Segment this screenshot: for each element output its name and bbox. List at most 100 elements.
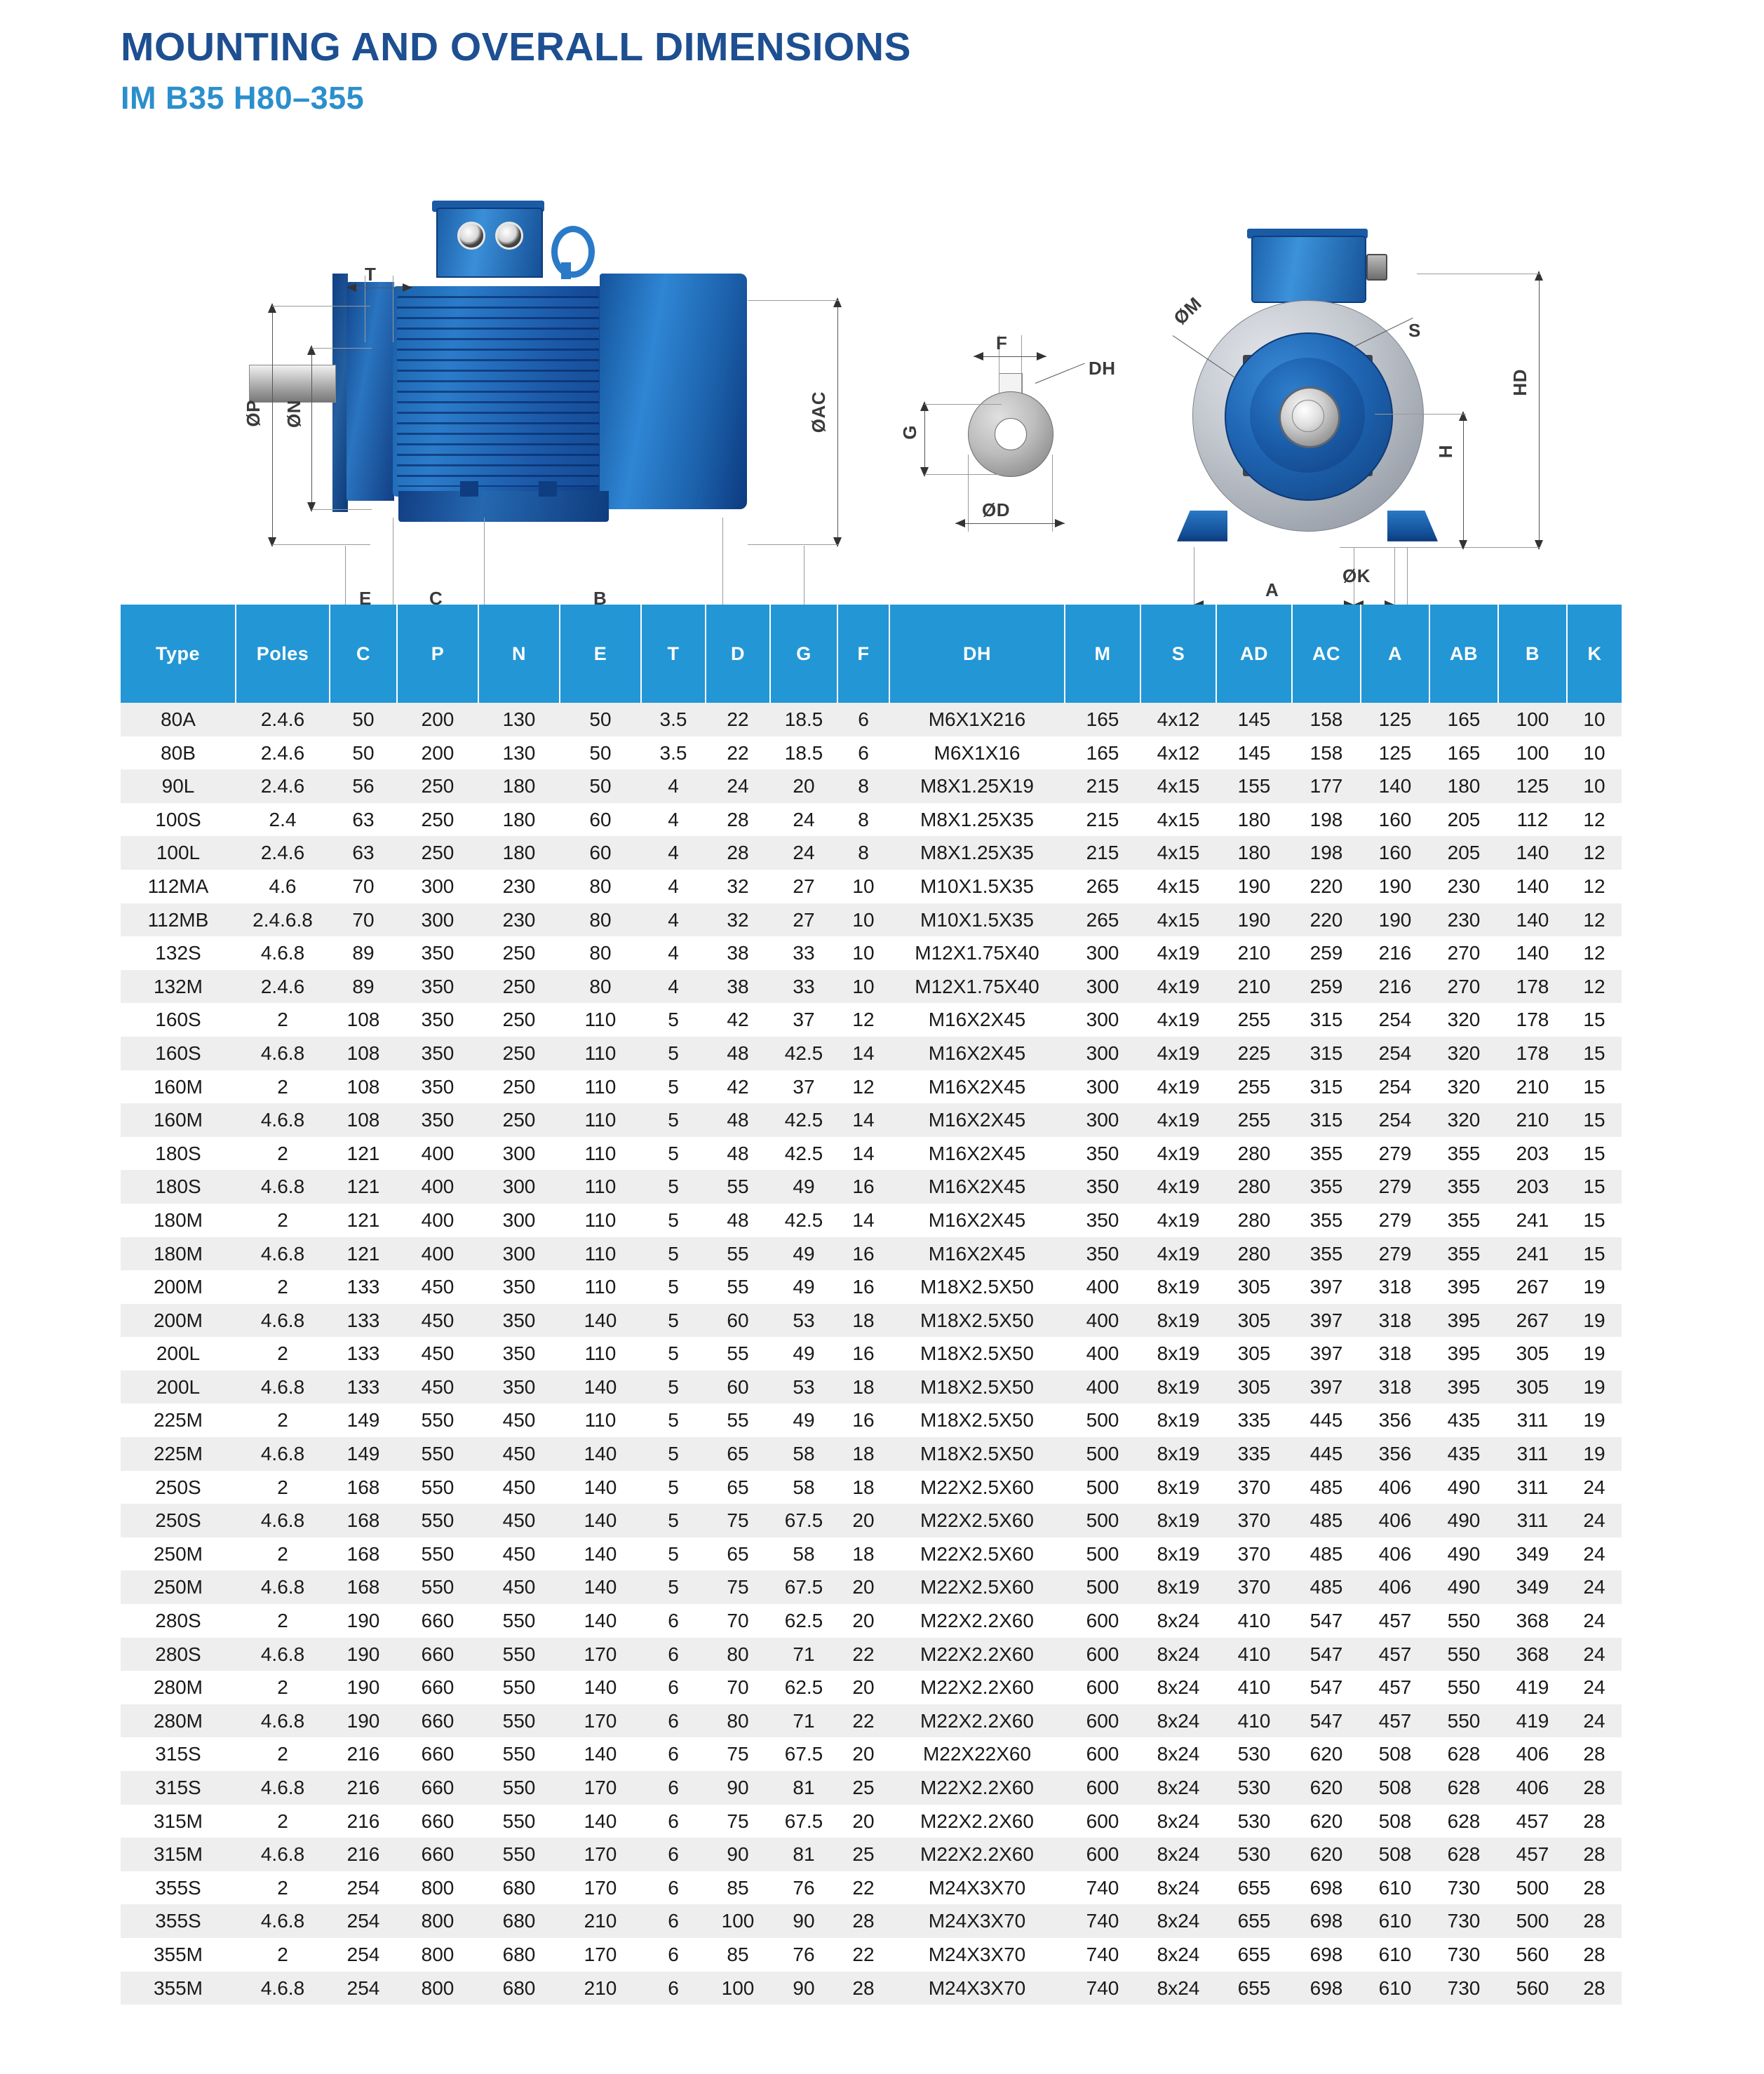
column-header-dh[interactable]: DH bbox=[889, 605, 1065, 703]
cell-a: 279 bbox=[1361, 1136, 1429, 1171]
cell-poles: 2.4.6 bbox=[236, 969, 330, 1004]
column-header-p[interactable]: P bbox=[397, 605, 479, 703]
motor-body bbox=[393, 285, 603, 497]
cell-type: 315S bbox=[121, 1771, 236, 1805]
cell-dh: M16X2X45 bbox=[889, 1203, 1065, 1237]
column-header-t[interactable]: T bbox=[641, 605, 706, 703]
cell-t: 5 bbox=[641, 1003, 706, 1037]
column-header-d[interactable]: D bbox=[706, 605, 771, 703]
cell-ad: 335 bbox=[1216, 1437, 1292, 1471]
column-header-g[interactable]: G bbox=[770, 605, 838, 703]
ext-line bbox=[345, 545, 346, 624]
cell-g: 37 bbox=[770, 1070, 837, 1104]
cell-t: 5 bbox=[641, 1136, 706, 1171]
ext-line bbox=[924, 403, 1002, 405]
column-header-n[interactable]: N bbox=[478, 605, 560, 703]
cell-c: 190 bbox=[330, 1671, 397, 1704]
cell-poles: 4.6.8 bbox=[236, 1838, 330, 1871]
cell-poles: 2 bbox=[236, 1470, 330, 1504]
cell-e: 110 bbox=[560, 1036, 641, 1070]
arrow-icon bbox=[307, 344, 316, 355]
dim-label-h: H bbox=[1435, 444, 1456, 459]
cell-ad: 370 bbox=[1216, 1470, 1292, 1504]
cell-c: 254 bbox=[330, 1904, 397, 1938]
cell-m: 740 bbox=[1065, 1971, 1140, 2005]
cell-g: 49 bbox=[770, 1337, 837, 1371]
cell-a: 610 bbox=[1361, 1971, 1429, 2005]
cell-a: 160 bbox=[1361, 836, 1429, 870]
cell-ab: 550 bbox=[1429, 1671, 1498, 1704]
cell-ad: 190 bbox=[1216, 869, 1292, 903]
cell-poles: 2 bbox=[236, 1136, 330, 1171]
cell-p: 350 bbox=[397, 969, 478, 1004]
cell-n: 680 bbox=[478, 1971, 560, 2005]
column-header-type[interactable]: Type bbox=[121, 605, 236, 703]
cell-poles: 2 bbox=[236, 1270, 330, 1304]
cell-g: 18.5 bbox=[770, 703, 837, 736]
cell-e: 140 bbox=[560, 1737, 641, 1771]
cell-a: 254 bbox=[1361, 1003, 1429, 1037]
cell-g: 27 bbox=[770, 869, 837, 903]
cell-m: 300 bbox=[1065, 1103, 1140, 1137]
cell-k: 24 bbox=[1567, 1470, 1622, 1504]
cell-type: 225M bbox=[121, 1403, 236, 1438]
cell-ab: 550 bbox=[1429, 1704, 1498, 1738]
cell-type: 280M bbox=[121, 1704, 236, 1738]
cell-t: 6 bbox=[641, 1871, 706, 1905]
column-header-e[interactable]: E bbox=[560, 605, 642, 703]
cell-type: 112MB bbox=[121, 903, 236, 937]
cable-gland-icon bbox=[457, 221, 485, 250]
cell-t: 6 bbox=[641, 1838, 706, 1871]
cell-type: 355S bbox=[121, 1871, 236, 1905]
dimensions-table-wrapper: Type Poles C P N E T D G F DH M S AD AC A AB B K 80A 2.4.6 5… bbox=[121, 605, 1622, 2005]
cell-poles: 4.6.8 bbox=[236, 1570, 330, 1605]
cell-s: 4x19 bbox=[1140, 936, 1216, 970]
cell-poles: 4.6 bbox=[236, 869, 330, 903]
cell-t: 5 bbox=[641, 1103, 706, 1137]
column-header-ac[interactable]: AC bbox=[1292, 605, 1361, 703]
cell-n: 550 bbox=[478, 1771, 560, 1805]
column-header-a[interactable]: A bbox=[1361, 605, 1430, 703]
column-header-b[interactable]: B bbox=[1498, 605, 1568, 703]
arrow-icon bbox=[1037, 351, 1046, 361]
cell-m: 215 bbox=[1065, 802, 1140, 837]
column-header-ad[interactable]: AD bbox=[1216, 605, 1293, 703]
cell-type: 280S bbox=[121, 1604, 236, 1638]
cell-n: 450 bbox=[478, 1437, 560, 1471]
cell-m: 215 bbox=[1065, 769, 1140, 803]
column-header-f[interactable]: F bbox=[837, 605, 890, 703]
cell-ac: 547 bbox=[1292, 1604, 1361, 1638]
cell-ab: 230 bbox=[1429, 869, 1498, 903]
cell-poles: 4.6.8 bbox=[236, 936, 330, 970]
column-header-poles[interactable]: Poles bbox=[236, 605, 330, 703]
cell-s: 8x24 bbox=[1140, 1971, 1216, 2005]
cell-m: 350 bbox=[1065, 1136, 1140, 1171]
column-header-m[interactable]: M bbox=[1065, 605, 1141, 703]
dim-label-c: C bbox=[429, 587, 443, 609]
cell-m: 400 bbox=[1065, 1303, 1140, 1338]
cell-c: 133 bbox=[330, 1370, 397, 1404]
cell-ac: 547 bbox=[1292, 1671, 1361, 1704]
cell-dh: M6X1X16 bbox=[889, 736, 1065, 770]
column-header-ab[interactable]: AB bbox=[1429, 605, 1499, 703]
cell-ac: 620 bbox=[1292, 1771, 1361, 1805]
cell-a: 356 bbox=[1361, 1403, 1429, 1438]
cell-e: 170 bbox=[560, 1637, 641, 1671]
cell-d: 65 bbox=[706, 1470, 770, 1504]
cell-s: 8x24 bbox=[1140, 1838, 1216, 1871]
cell-n: 350 bbox=[478, 1337, 560, 1371]
column-header-s[interactable]: S bbox=[1140, 605, 1217, 703]
cell-p: 550 bbox=[397, 1437, 478, 1471]
cell-ad: 145 bbox=[1216, 703, 1292, 736]
cell-m: 500 bbox=[1065, 1403, 1140, 1438]
cell-s: 8x24 bbox=[1140, 1704, 1216, 1738]
column-header-k[interactable]: K bbox=[1567, 605, 1622, 703]
cell-ad: 280 bbox=[1216, 1136, 1292, 1171]
cell-c: 63 bbox=[330, 836, 397, 870]
motor-feet bbox=[398, 490, 609, 522]
column-header-c[interactable]: C bbox=[330, 605, 398, 703]
cell-g: 53 bbox=[770, 1370, 837, 1404]
cell-t: 5 bbox=[641, 1170, 706, 1204]
cell-t: 6 bbox=[641, 1937, 706, 1972]
cell-n: 250 bbox=[478, 1036, 560, 1070]
